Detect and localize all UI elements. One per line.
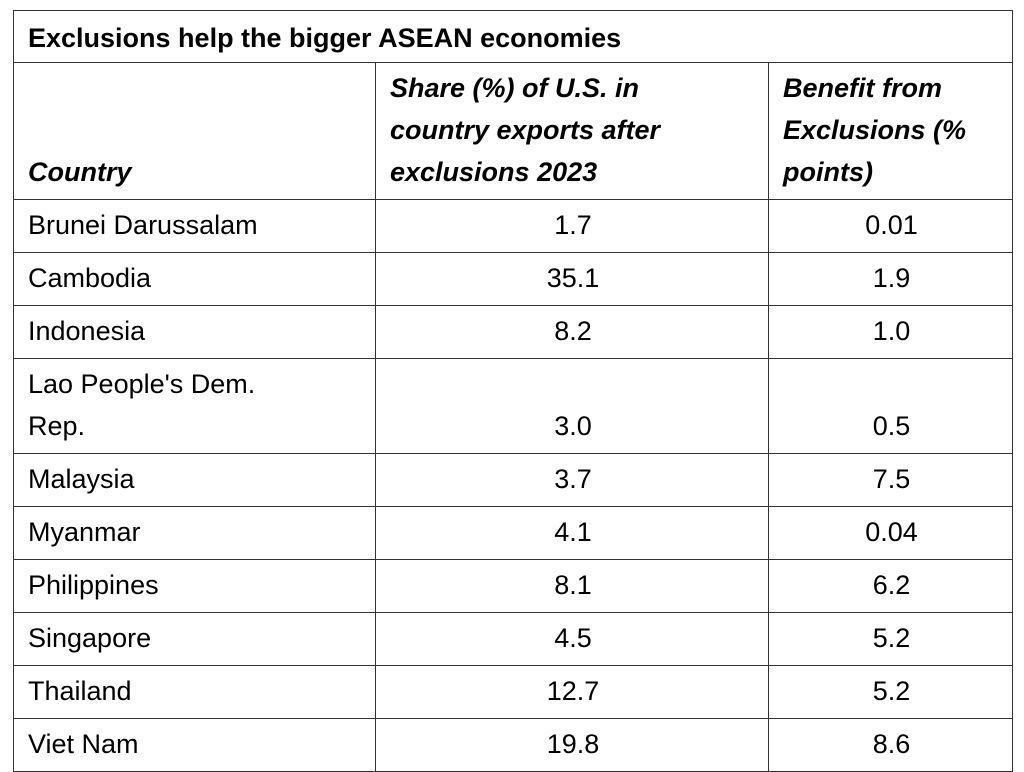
table-cell: 19.8 — [375, 718, 769, 772]
cell-value: 1.7 — [554, 210, 592, 240]
country-name: Lao People's Dem. Rep. — [28, 369, 256, 441]
cell-value: 0.01 — [865, 210, 918, 240]
table-cell: Singapore — [13, 612, 376, 666]
cell-value: 5.2 — [872, 623, 911, 653]
table-cell: Cambodia — [13, 252, 376, 306]
cell-value: 8.1 — [554, 570, 592, 600]
cell-value: 8.6 — [872, 729, 911, 759]
column-header: Share (%) of U.S. in country exports aft… — [390, 73, 661, 187]
cell-value: 19.8 — [546, 729, 600, 759]
cell-value: 7.5 — [872, 464, 911, 494]
cell-value: 3.7 — [554, 464, 592, 494]
table-cell: Brunei Darussalam — [13, 199, 376, 253]
country-name: Myanmar — [28, 517, 141, 547]
table-row: Viet Nam 19.8 8.6 — [13, 718, 1014, 772]
table-cell: 8.2 — [375, 305, 769, 359]
table-row: Lao People's Dem. Rep. 3.0 0.5 — [13, 358, 1014, 454]
column-header: Benefit from Exclusions (% points) — [783, 73, 967, 187]
table-cell: 7.5 — [767, 453, 1014, 507]
table-cell: Myanmar — [13, 506, 376, 560]
table-row: Myanmar 4.1 0.04 — [13, 506, 1014, 560]
table-row: Malaysia 3.7 7.5 — [13, 453, 1014, 507]
table-cell: 8.1 — [375, 559, 769, 613]
table-row: Brunei Darussalam 1.7 0.01 — [13, 199, 1014, 253]
cell-value: 4.1 — [554, 517, 592, 547]
cell-value: 6.2 — [872, 570, 911, 600]
table-cell: Indonesia — [13, 305, 376, 359]
table-cell: Philippines — [13, 559, 376, 613]
table-row: Singapore 4.5 5.2 — [13, 612, 1014, 666]
table-title: Exclusions help the bigger ASEAN economi… — [12, 10, 1014, 63]
column-header: Country — [28, 157, 132, 187]
table-cell: 5.2 — [767, 612, 1014, 666]
country-name: Brunei Darussalam — [28, 210, 258, 240]
table-cell: 0.01 — [767, 199, 1014, 253]
column-header-cell: Benefit from Exclusions (% points) — [767, 62, 1014, 200]
table-cell: Viet Nam — [13, 718, 376, 772]
table-cell: Lao People's Dem. Rep. — [13, 358, 376, 454]
cell-value: 8.2 — [554, 316, 592, 346]
cell-value: 1.9 — [872, 263, 911, 293]
country-name: Singapore — [28, 623, 152, 653]
table-cell: 3.0 — [375, 358, 769, 454]
country-name: Indonesia — [28, 316, 146, 346]
table-cell: Thailand — [13, 665, 376, 719]
table-row: Philippines 8.1 6.2 — [13, 559, 1014, 613]
table-cell: 3.7 — [375, 453, 769, 507]
table-cell: 12.7 — [375, 665, 769, 719]
table-cell: 1.7 — [375, 199, 769, 253]
table-cell: 5.2 — [767, 665, 1014, 719]
column-header-cell: Share (%) of U.S. in country exports aft… — [375, 62, 769, 200]
country-name: Cambodia — [28, 263, 152, 293]
cell-value: 1.0 — [872, 316, 911, 346]
cell-value: 35.1 — [546, 263, 600, 293]
table-cell: 4.1 — [375, 506, 769, 560]
table-cell: 1.0 — [767, 305, 1014, 359]
cell-value: 12.7 — [546, 676, 600, 706]
country-name: Malaysia — [28, 464, 135, 494]
table-cell: 35.1 — [375, 252, 769, 306]
table-cell: 4.5 — [375, 612, 769, 666]
cell-value: 0.5 — [872, 411, 911, 441]
table-cell: 6.2 — [767, 559, 1014, 613]
country-name: Philippines — [28, 570, 159, 600]
cell-value: 5.2 — [872, 676, 911, 706]
country-name: Thailand — [28, 676, 132, 706]
table-cell: 1.9 — [767, 252, 1014, 306]
column-header-cell: Country — [13, 62, 376, 200]
table-cell: 0.5 — [767, 358, 1014, 454]
cell-value: 0.04 — [865, 517, 918, 547]
table-cell: 0.04 — [767, 506, 1014, 560]
cell-value: 3.0 — [554, 411, 592, 441]
table-row: Indonesia 8.2 1.0 — [13, 305, 1014, 359]
table-cell: 8.6 — [767, 718, 1014, 772]
table-cell: Malaysia — [13, 453, 376, 507]
country-name: Viet Nam — [28, 729, 139, 759]
table-row: Cambodia 35.1 1.9 — [13, 252, 1014, 306]
data-table: Exclusions help the bigger ASEAN economi… — [12, 10, 1014, 772]
table-row: Thailand 12.7 5.2 — [13, 665, 1014, 719]
cell-value: 4.5 — [554, 623, 592, 653]
